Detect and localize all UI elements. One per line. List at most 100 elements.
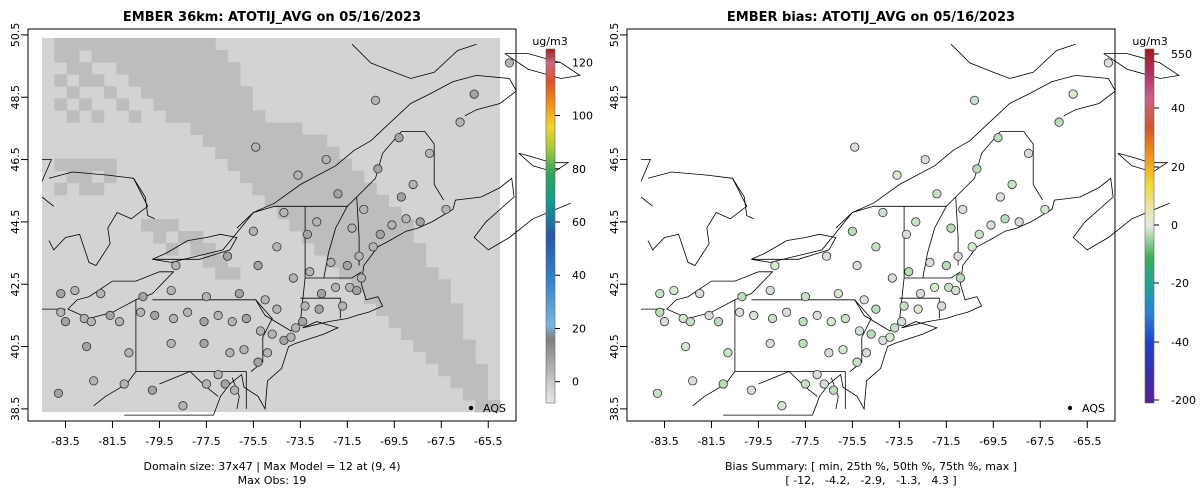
model-grid-cell [178,74,191,87]
model-grid-cell [450,303,464,316]
model-obs-marker [396,192,406,202]
model-grid-cell [215,122,229,135]
bias-obs-marker [800,292,811,302]
bias-obs-marker [887,273,897,283]
model-grid-cell [116,50,130,63]
model-obs-marker [251,142,261,152]
bias-obs-marker [1014,217,1024,227]
model-grid-cell [400,315,414,328]
model-colorbar: ug/m3 0 20 40 60 80 100 120 [532,35,593,404]
model-obs-marker [272,242,282,252]
model-obs-marker [166,285,176,296]
model-grid-cell [376,255,389,268]
model-grid-cell [351,194,365,208]
bias-obs-marker [986,220,996,230]
model-grid-cell [301,146,315,160]
model-grid-cell [252,182,266,196]
model-y-ticks: 38.5 40.5 42.5 44.5 46.5 48.5 50.5 [9,23,28,421]
model-grid-cell [400,279,414,292]
model-grid-cell [301,194,315,208]
basemap-line-canus [152,131,444,263]
model-grid-cell [54,158,68,172]
bias-obs-marker [749,310,759,320]
model-obs-marker [312,217,322,227]
bias-obs-marker [1000,214,1010,224]
model-grid-cell [450,339,464,353]
model-x-ticks: -83.5 -81.5 -79.5 -77.5 -75.5 -73.5 -71.5 -69.5… [51,421,502,448]
bias-obs-marker [929,282,940,292]
bias-obs-marker [878,207,888,218]
x-tick-label: -83.5 [51,435,79,448]
model-grid-cell [339,170,352,184]
x-tick-label: -77.5 [791,435,819,448]
y-tick-label: 50.5 [608,23,621,48]
model-grid-cell [252,158,266,172]
model-grid-cell [326,206,340,220]
bias-obs-marker [737,292,747,302]
model-grid-cell [165,218,179,232]
model-basemap [41,43,581,416]
model-grid-cell [301,158,315,172]
model-grid-cell [413,315,427,328]
x-tick-label: -69.5 [979,435,1007,448]
model-grid-cell [326,170,340,184]
model-grid-cell [202,74,216,87]
bias-x-ticks: -83.5 -81.5 -79.5 -77.5 -75.5 -73.5 -71.5 -69.5… [650,421,1101,448]
model-grid-cell [165,98,179,111]
model-grid-cell [339,243,352,256]
model-obs-marker [272,304,282,314]
bias-obs-marker [1068,89,1078,99]
model-grid-cell [376,243,389,256]
basemap-line-potomac [758,371,818,397]
model-grid-cell [462,339,476,353]
bias-obs-marker [833,288,843,299]
basemap-line-pei [518,152,570,173]
basemap-line-miw [41,159,53,182]
model-grid-cell [153,50,167,63]
model-grid-cell [141,74,154,87]
model-obs-marker [96,288,106,299]
model-grid-cell [475,375,489,389]
model-grid-cell [314,170,328,184]
bias-obs-marker [765,285,775,296]
model-grid-cell [91,158,105,172]
model-grid-cell [475,399,489,413]
model-obs-marker [394,133,404,143]
basemap-line-coast [124,177,571,416]
basemap-line-anti [504,53,581,79]
model-obs-marker [260,295,270,305]
bias-obs-marker [838,345,848,355]
model-obs-marker [82,341,92,352]
model-grid-cell [413,303,427,316]
bias-obs-marker [655,288,665,299]
model-grid-cell [425,291,439,304]
bias-obs-marker [885,332,895,342]
model-obs-markers [53,58,514,411]
bias-colorbar-gradient [1144,48,1155,404]
model-grid-cell [252,122,266,135]
model-grid-cell [425,315,439,328]
model-grid-cell [388,291,402,304]
model-obs-marker [220,379,230,389]
model-obs-marker [171,260,181,271]
bias-obs-marker [850,142,860,152]
model-obs-marker [370,95,381,105]
model-obs-marker [387,220,397,230]
model-obs-marker [150,310,160,320]
x-tick-label: -65.5 [1073,435,1101,448]
bias-obs-marker [669,285,679,296]
model-grid-cell [91,50,105,63]
model-obs-marker [201,292,212,302]
bias-obs-marker [767,313,778,324]
model-obs-marker [333,189,343,199]
model-grid-cell [116,98,130,111]
y-tick-label: 44.5 [608,210,621,235]
model-grid-cell [289,194,303,208]
model-grid-cell [227,146,241,160]
model-obs-marker [183,307,193,317]
model-grid-cell [190,98,204,111]
model-obs-marker [213,369,223,380]
model-obs-marker [234,288,244,299]
bias-obs-marker [723,348,733,358]
model-grid-cell [425,303,439,316]
